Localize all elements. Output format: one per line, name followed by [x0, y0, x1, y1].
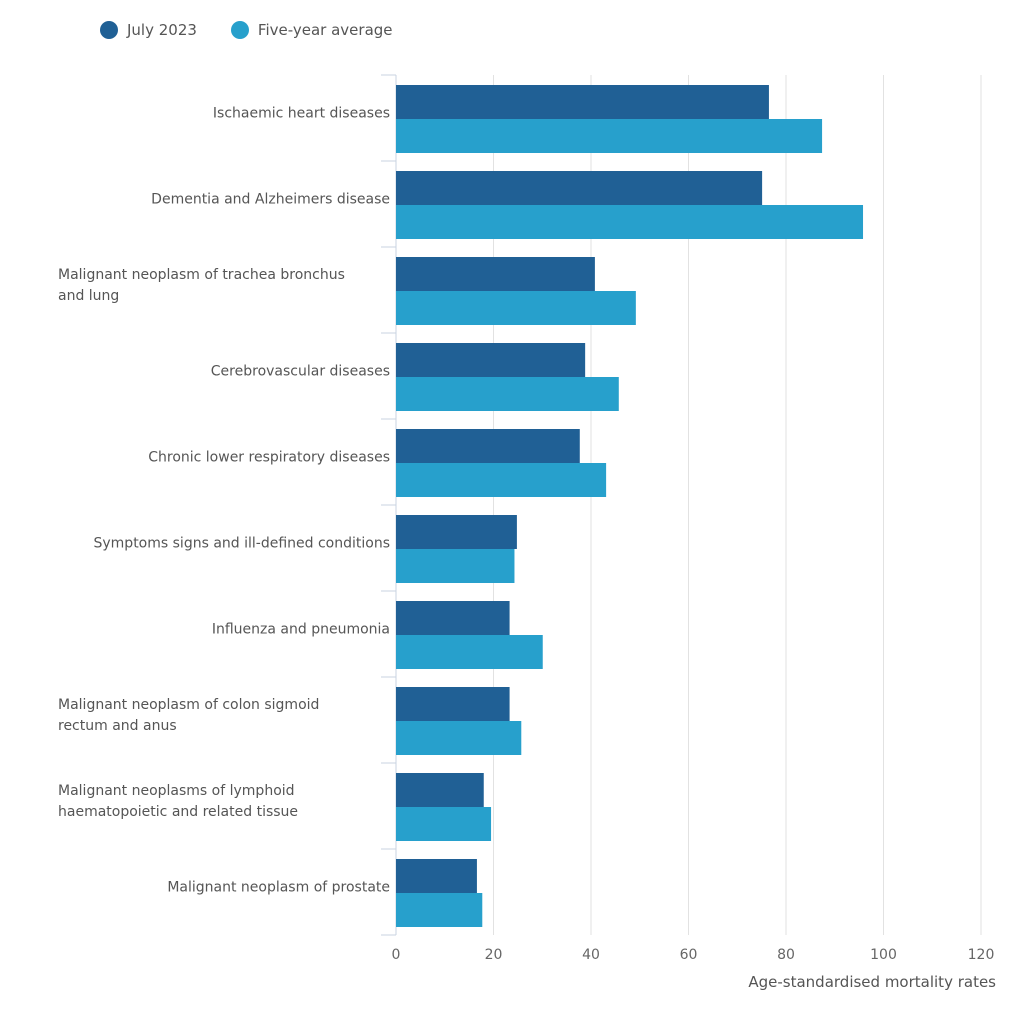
- bar-five-year-average: [396, 807, 492, 841]
- bar-july-2023: [396, 343, 586, 377]
- x-tick-label: 120: [967, 947, 995, 963]
- bar-july-2023: [396, 429, 580, 463]
- legend-item-five-year-average[interactable]: Five-year average: [230, 21, 393, 39]
- x-tick-label: 100: [870, 947, 897, 963]
- bar-july-2023: [396, 773, 484, 807]
- legend-swatch: [100, 21, 118, 39]
- bar-july-2023: [396, 601, 510, 635]
- category-label: Malignant neoplasm of trachea bronchus a…: [58, 267, 345, 304]
- x-tick-label: 40: [582, 947, 600, 963]
- bar-five-year-average: [396, 205, 864, 239]
- category-label: Malignant neoplasm of colon sigmoid rect…: [58, 697, 320, 734]
- x-tick-label: 60: [679, 947, 698, 963]
- bar-july-2023: [396, 859, 477, 893]
- x-tick-label: 0: [391, 947, 401, 963]
- bar-july-2023: [396, 85, 769, 119]
- category-label: Symptoms signs and ill-defined condition…: [93, 535, 391, 552]
- category-label: Chronic lower respiratory diseases: [148, 449, 390, 466]
- x-tick-label: 20: [484, 947, 503, 963]
- category-label: Malignant neoplasms of lymphoid haematop…: [58, 783, 299, 820]
- bar-five-year-average: [396, 721, 522, 755]
- bar-five-year-average: [396, 377, 619, 411]
- x-axis-title: Age-standardised mortality rates: [748, 973, 996, 991]
- category-label: Influenza and pneumonia: [211, 621, 390, 638]
- bar-july-2023: [396, 257, 595, 291]
- bar-five-year-average: [396, 463, 607, 497]
- bar-july-2023: [396, 515, 517, 549]
- bar-five-year-average: [396, 635, 543, 669]
- bar-five-year-average: [396, 291, 636, 325]
- legend-label: Five-year average: [257, 21, 393, 39]
- bar-five-year-average: [396, 893, 483, 927]
- bar-july-2023: [396, 687, 510, 721]
- x-tick-label: 80: [777, 947, 795, 963]
- legend: July 2023 Five-year average: [100, 21, 393, 39]
- bar-five-year-average: [396, 119, 823, 153]
- category-label: Dementia and Alzheimers disease: [151, 191, 390, 208]
- bar-july-2023: [396, 171, 763, 205]
- legend-label: July 2023: [127, 21, 197, 39]
- legend-item-july-2023[interactable]: July 2023: [100, 21, 197, 39]
- category-label: Malignant neoplasm of prostate: [167, 879, 390, 896]
- category-label: Ischaemic heart diseases: [212, 105, 390, 122]
- bar-five-year-average: [396, 549, 515, 583]
- legend-swatch: [230, 21, 249, 39]
- category-label: Cerebrovascular diseases: [210, 363, 390, 380]
